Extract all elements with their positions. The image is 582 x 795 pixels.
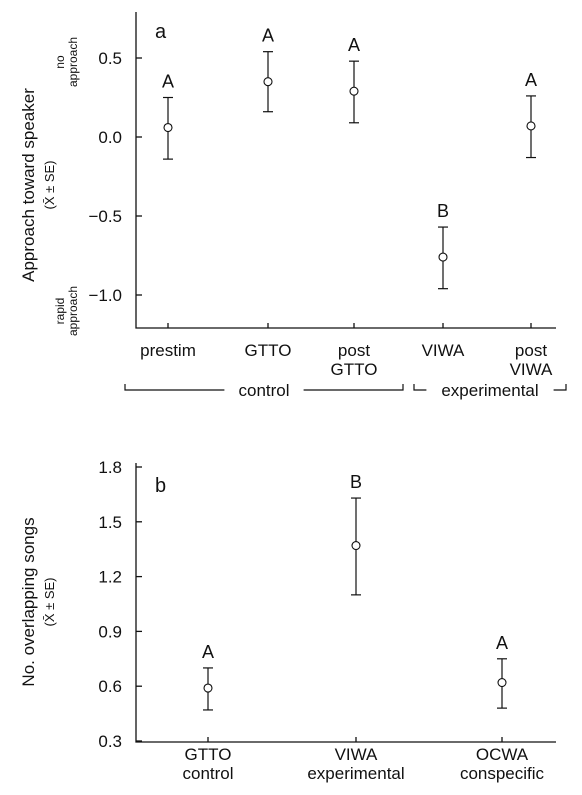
y-tick-label: 0.6 xyxy=(98,677,122,696)
significance-letter: A xyxy=(496,633,508,653)
group-bracket-left xyxy=(124,384,225,391)
significance-letter: B xyxy=(350,472,362,492)
group-bracket-right xyxy=(303,384,404,391)
y-tick-label: 1.8 xyxy=(98,458,122,477)
y-axis-sublabel: (X̄ ± SE) xyxy=(42,577,57,626)
x-category-label: GTTO xyxy=(245,341,292,360)
y-axis-label: Approach toward speaker xyxy=(19,88,38,282)
x-category-label: post VIWA xyxy=(510,341,553,379)
y-axis-label: No. overlapping songs xyxy=(19,517,38,686)
panel-b: 1.8 1.5 1.2 0.9 0.6 0.3 b No. overlapping songs… xyxy=(19,458,556,783)
y-tick-label: 0.9 xyxy=(98,622,122,641)
panel-letter: a xyxy=(155,21,167,43)
x-category-label: GTTO control xyxy=(182,745,233,783)
mean-marker xyxy=(263,77,273,87)
group-bracket-right xyxy=(553,384,567,391)
axis-lines xyxy=(135,12,556,329)
x-category-label: OCWA conspecific xyxy=(460,745,545,783)
axis-lines xyxy=(135,463,556,743)
y-tick-label: −0.5 xyxy=(88,207,122,226)
x-category-label: post GTTO xyxy=(331,341,378,379)
mean-marker xyxy=(526,121,536,131)
x-category-label: VIWA experimental xyxy=(307,745,404,783)
significance-letter: A xyxy=(162,72,174,92)
y-bottom-note: rapidapproach xyxy=(53,286,80,336)
mean-marker xyxy=(163,122,173,133)
group-bracket-left xyxy=(413,384,427,391)
x-category-label: prestim xyxy=(140,341,196,360)
mean-marker xyxy=(203,683,213,693)
significance-letter: A xyxy=(202,642,214,662)
significance-letter: A xyxy=(262,26,274,46)
panel-letter: b xyxy=(155,475,166,497)
y-tick-label: 1.2 xyxy=(98,568,122,587)
group-label: experimental xyxy=(441,381,538,400)
y-axis-sublabel: (X̄ ± SE) xyxy=(42,160,57,209)
mean-marker xyxy=(349,86,359,96)
y-tick-label: 1.5 xyxy=(98,513,122,532)
mean-marker xyxy=(351,540,361,551)
y-top-note: noapproach xyxy=(53,37,80,87)
mean-marker xyxy=(438,252,448,262)
y-tick-label: 0.0 xyxy=(98,128,122,147)
y-tick-label: 0.3 xyxy=(98,732,122,751)
panel-a: 0.5 0.0 −0.5 −1.0 a Approach toward speaker (X… xyxy=(19,12,567,400)
significance-letter: B xyxy=(437,201,449,221)
significance-letter: A xyxy=(348,35,360,55)
x-category-label: VIWA xyxy=(422,341,465,360)
y-tick-label: −1.0 xyxy=(88,286,122,305)
mean-marker xyxy=(497,677,507,688)
group-label: control xyxy=(238,381,289,400)
significance-letter: A xyxy=(525,70,537,90)
y-tick-label: 0.5 xyxy=(98,49,122,68)
